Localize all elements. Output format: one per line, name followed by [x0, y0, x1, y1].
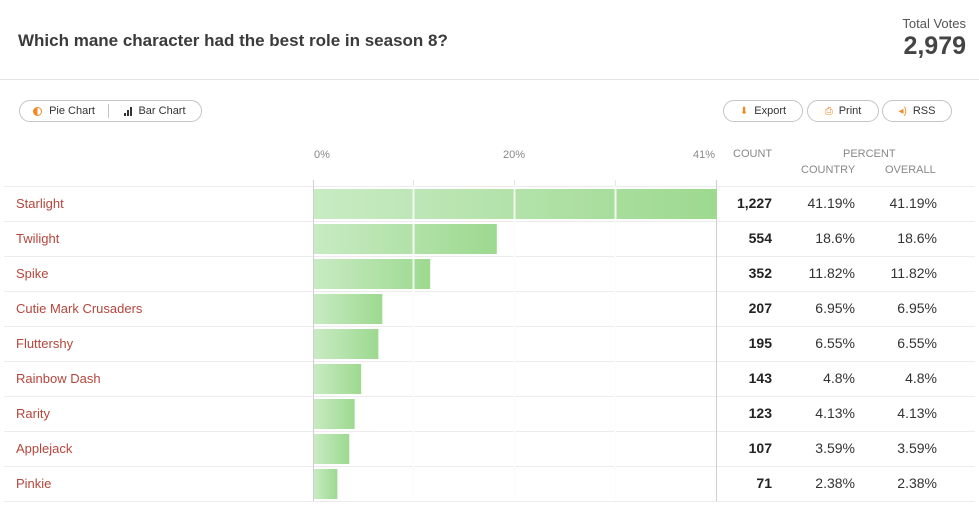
percent-overall: 41.19% — [889, 195, 937, 211]
total-votes-label: Total Votes — [902, 16, 966, 31]
percent-country: 18.6% — [815, 230, 855, 246]
poll-header: Which mane character had the best role i… — [0, 0, 979, 80]
percent-country: 3.59% — [815, 440, 855, 456]
bar — [314, 434, 350, 464]
bar-chart-button[interactable]: Bar Chart — [109, 101, 201, 121]
print-icon: ⎙ — [824, 105, 833, 117]
country-column-header: COUNTRY — [801, 164, 856, 176]
percent-country: 6.55% — [815, 335, 855, 351]
percent-country: 4.8% — [823, 370, 855, 386]
export-label: Export — [754, 105, 787, 117]
vote-count: 71 — [756, 475, 772, 491]
poll-question: Which mane character had the best role i… — [18, 31, 448, 50]
bar — [314, 364, 362, 394]
x-tick-label: 0% — [314, 149, 330, 161]
bar-chart-label: Bar Chart — [138, 105, 186, 117]
category-label[interactable]: Starlight — [16, 196, 64, 211]
pie-chart-icon — [33, 106, 43, 116]
vote-count: 1,227 — [736, 195, 772, 211]
percent-country: 11.82% — [808, 265, 855, 281]
vote-count: 207 — [748, 300, 772, 316]
category-label[interactable]: Cutie Mark Crusaders — [16, 301, 143, 316]
x-tick-label: 20% — [503, 149, 525, 161]
x-tick-label: 41% — [693, 149, 715, 161]
category-label[interactable]: Applejack — [16, 441, 73, 456]
vote-count: 143 — [748, 370, 772, 386]
export-button[interactable]: ⬇ Export — [723, 100, 803, 122]
bar-chart-icon — [124, 106, 133, 116]
rss-label: RSS — [912, 105, 936, 117]
pie-chart-button[interactable]: Pie Chart — [20, 104, 109, 118]
percent-overall: 4.13% — [897, 405, 937, 421]
chart-type-toggle: Pie Chart Bar Chart — [19, 100, 202, 122]
percent-overall: 6.55% — [897, 335, 937, 351]
category-label[interactable]: Rarity — [16, 406, 50, 421]
percent-country: 6.95% — [815, 300, 855, 316]
rss-button[interactable]: ◂) RSS — [882, 100, 952, 122]
percent-country: 2.38% — [815, 475, 855, 491]
category-label[interactable]: Fluttershy — [16, 336, 74, 351]
category-label[interactable]: Spike — [16, 266, 49, 281]
percent-overall: 3.59% — [897, 440, 937, 456]
percent-overall: 18.6% — [897, 230, 937, 246]
category-label[interactable]: Rainbow Dash — [16, 371, 101, 386]
vote-count: 123 — [748, 405, 772, 421]
percent-country: 4.13% — [815, 405, 855, 421]
bar — [314, 329, 379, 359]
total-votes-value: 2,979 — [903, 32, 966, 60]
percent-column-header: PERCENT — [843, 148, 896, 160]
category-label[interactable]: Twilight — [16, 231, 60, 246]
percent-country: 41.19% — [807, 195, 855, 211]
bar — [314, 259, 431, 289]
category-label[interactable]: Pinkie — [16, 476, 52, 491]
export-icon: ⬇ — [739, 105, 749, 117]
percent-overall: 2.38% — [897, 475, 937, 491]
percent-overall: 4.8% — [905, 370, 937, 386]
bar — [314, 399, 355, 429]
percent-overall: 11.82% — [890, 265, 937, 281]
vote-count: 554 — [748, 230, 772, 246]
overall-column-header: OVERALL — [885, 164, 936, 176]
pie-chart-label: Pie Chart — [49, 105, 95, 117]
count-column-header: COUNT — [733, 148, 773, 160]
vote-count: 107 — [748, 440, 772, 456]
print-label: Print — [838, 105, 862, 117]
vote-count: 352 — [748, 265, 772, 281]
bar — [314, 294, 383, 324]
rss-icon: ◂) — [898, 105, 907, 117]
bar — [314, 469, 338, 499]
vote-count: 195 — [748, 335, 772, 351]
print-button[interactable]: ⎙ Print — [807, 100, 879, 122]
percent-overall: 6.95% — [897, 300, 937, 316]
bar — [314, 224, 497, 254]
